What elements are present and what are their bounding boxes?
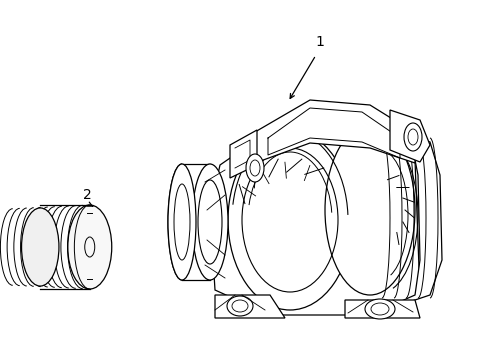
Polygon shape (215, 295, 285, 318)
Ellipse shape (21, 208, 59, 286)
Ellipse shape (226, 296, 252, 316)
Text: 2: 2 (82, 188, 91, 202)
Ellipse shape (168, 164, 196, 280)
Ellipse shape (403, 123, 421, 151)
Ellipse shape (364, 299, 394, 319)
Ellipse shape (192, 164, 227, 280)
Polygon shape (254, 100, 414, 163)
Polygon shape (369, 125, 441, 315)
Polygon shape (389, 110, 429, 162)
Polygon shape (229, 130, 257, 178)
Ellipse shape (68, 205, 112, 289)
Ellipse shape (227, 130, 351, 310)
Ellipse shape (325, 125, 414, 295)
Text: 1: 1 (315, 35, 324, 49)
Polygon shape (32, 205, 93, 289)
Polygon shape (209, 120, 419, 315)
Polygon shape (345, 300, 419, 318)
Ellipse shape (245, 154, 264, 182)
